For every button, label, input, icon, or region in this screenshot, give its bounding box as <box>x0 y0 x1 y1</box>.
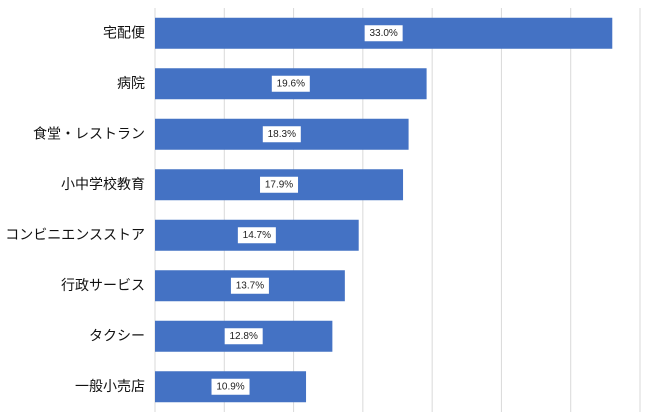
data-label: 13.7% <box>230 277 269 294</box>
data-label-text: 10.9% <box>216 381 244 392</box>
data-label: 18.3% <box>262 126 301 143</box>
category-label: 小中学校教育 <box>61 176 145 193</box>
category-label: タクシー <box>89 328 145 344</box>
bars <box>155 17 613 403</box>
category-label: 一般小売店 <box>75 379 145 395</box>
data-label-box <box>237 227 276 244</box>
data-label: 17.9% <box>260 176 299 193</box>
data-label: 19.6% <box>271 75 310 92</box>
data-label-text: 33.0% <box>369 28 397 39</box>
data-label-box <box>224 328 263 345</box>
category-label: 宅配便 <box>103 25 145 41</box>
data-labels: 33.0% 19.6% 18.3% 17.9% 14.7% 13.7% 12.8% 10.9% <box>211 25 403 395</box>
category-label: 病院 <box>117 76 145 92</box>
data-label: 33.0% <box>364 25 403 42</box>
data-label-text: 14.7% <box>243 230 271 241</box>
data-label-box <box>211 378 250 395</box>
data-label-text: 17.9% <box>265 179 293 190</box>
data-label-box <box>262 126 301 143</box>
category-label: 食堂・レストラン <box>33 125 145 142</box>
data-label-box <box>230 277 269 294</box>
data-label-text: 18.3% <box>268 129 296 140</box>
data-label-text: 19.6% <box>277 78 305 89</box>
category-label: 行政サービス <box>61 278 145 294</box>
data-label: 10.9% <box>211 378 250 395</box>
data-label-box <box>364 25 403 42</box>
data-label: 14.7% <box>237 227 276 244</box>
data-label-text: 12.8% <box>230 331 258 342</box>
data-label-box <box>271 75 310 92</box>
data-label-box <box>260 176 299 193</box>
data-label-text: 13.7% <box>236 280 264 291</box>
category-label: コンビニエンスストア <box>5 227 145 243</box>
data-label: 12.8% <box>224 328 263 345</box>
category-labels: 宅配便病院食堂・レストラン小中学校教育コンビニエンスストア行政サービスタクシー一… <box>5 25 145 395</box>
